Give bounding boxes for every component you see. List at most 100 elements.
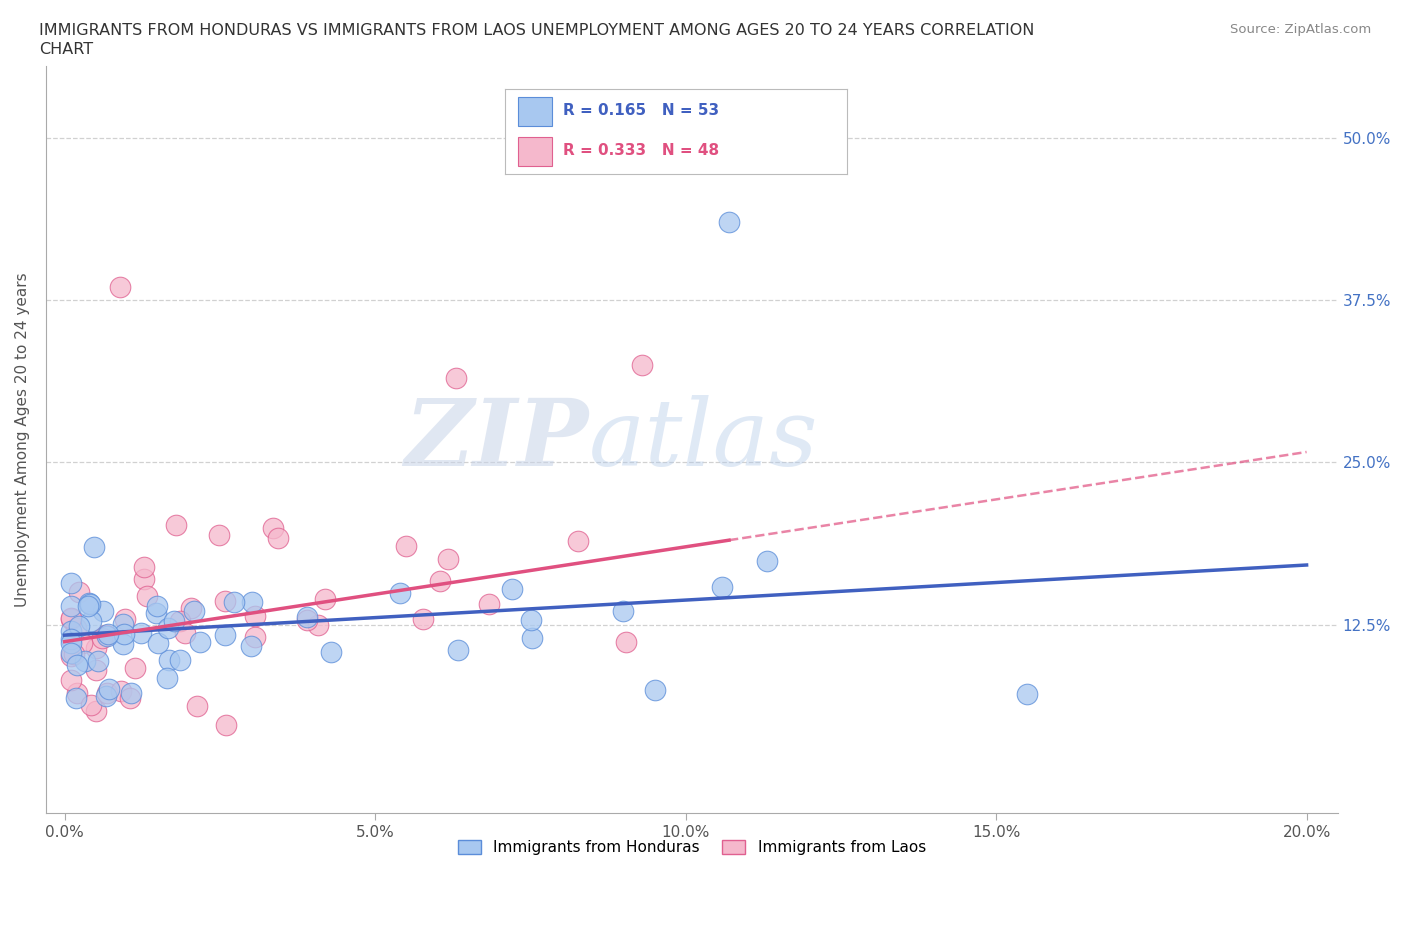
Point: [129, 626, 152, 641]
Point: [59, 649, 82, 664]
Point: [173, 626, 195, 641]
Point: [243, 630, 266, 644]
Point: [59, 623, 82, 638]
Point: [145, 599, 167, 614]
Point: [215, 717, 238, 732]
Point: [295, 609, 318, 624]
Text: Source: ZipAtlas.com: Source: ZipAtlas.com: [1230, 23, 1371, 36]
Point: [145, 605, 167, 620]
Point: [118, 691, 141, 706]
Point: [59, 673, 82, 688]
Text: ZIP: ZIP: [404, 394, 589, 485]
Point: [567, 534, 589, 549]
Point: [65, 690, 87, 705]
Point: [114, 611, 136, 626]
Point: [84, 703, 107, 718]
Point: [66, 658, 89, 672]
Point: [84, 663, 107, 678]
Point: [429, 573, 451, 588]
Point: [59, 631, 82, 646]
Point: [90, 631, 112, 645]
Point: [165, 517, 187, 532]
Point: [86, 641, 108, 656]
Point: [1017, 686, 1039, 701]
Point: [295, 613, 318, 628]
Point: [444, 370, 467, 385]
Point: [77, 599, 100, 614]
Point: [65, 620, 87, 635]
Point: [80, 614, 103, 629]
Point: [208, 527, 231, 542]
Point: [59, 612, 82, 627]
Point: [75, 654, 97, 669]
Point: [169, 653, 191, 668]
Text: IMMIGRANTS FROM HONDURAS VS IMMIGRANTS FROM LAOS UNEMPLOYMENT AMONG AGES 20 TO 2: IMMIGRANTS FROM HONDURAS VS IMMIGRANTS F…: [39, 23, 1035, 38]
Point: [266, 530, 288, 545]
Point: [262, 521, 284, 536]
Point: [97, 626, 120, 641]
Point: [478, 596, 501, 611]
Point: [83, 539, 105, 554]
Point: [437, 551, 460, 566]
Point: [72, 635, 94, 650]
Point: [395, 538, 418, 553]
Point: [156, 671, 179, 685]
Point: [87, 653, 110, 668]
Point: [96, 685, 118, 700]
Point: [136, 589, 159, 604]
Point: [240, 594, 263, 609]
Point: [94, 689, 117, 704]
Point: [157, 652, 180, 667]
Point: [59, 636, 82, 651]
Y-axis label: Unemployment Among Ages 20 to 24 years: Unemployment Among Ages 20 to 24 years: [15, 272, 30, 607]
Point: [59, 645, 82, 660]
Point: [163, 614, 186, 629]
Point: [63, 646, 86, 661]
Point: [94, 628, 117, 643]
Point: [60, 598, 83, 613]
Point: [110, 280, 132, 295]
Point: [447, 643, 470, 658]
Point: [111, 617, 134, 631]
Point: [67, 585, 90, 600]
Point: [110, 684, 132, 698]
Point: [66, 686, 89, 701]
Point: [644, 683, 666, 698]
Point: [98, 682, 121, 697]
Point: [67, 618, 90, 633]
Point: [307, 618, 329, 632]
Point: [522, 631, 544, 645]
Legend: Immigrants from Honduras, Immigrants from Laos: Immigrants from Honduras, Immigrants fro…: [451, 834, 932, 861]
Point: [157, 621, 180, 636]
Point: [91, 604, 114, 618]
Point: [112, 626, 135, 641]
Point: [612, 604, 634, 618]
Point: [718, 215, 741, 230]
Point: [240, 639, 263, 654]
Point: [214, 628, 236, 643]
Point: [112, 637, 135, 652]
Point: [319, 644, 342, 659]
Point: [96, 628, 118, 643]
Point: [214, 594, 236, 609]
Point: [388, 586, 411, 601]
Point: [120, 685, 142, 700]
Point: [412, 611, 434, 626]
Text: CHART: CHART: [39, 42, 93, 57]
Point: [59, 575, 82, 590]
Point: [188, 635, 211, 650]
Point: [186, 698, 208, 713]
Point: [134, 560, 156, 575]
Point: [314, 591, 336, 606]
Point: [77, 595, 100, 610]
Point: [180, 601, 202, 616]
Point: [132, 572, 155, 587]
Point: [80, 698, 103, 712]
Point: [711, 579, 734, 594]
Point: [520, 613, 543, 628]
Point: [501, 581, 523, 596]
Text: atlas: atlas: [589, 394, 818, 485]
Point: [631, 357, 654, 372]
Point: [243, 608, 266, 623]
Point: [169, 614, 191, 629]
